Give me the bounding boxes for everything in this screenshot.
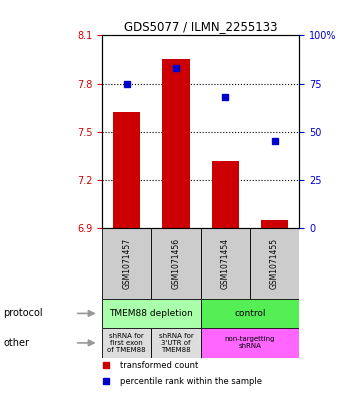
Text: shRNA for
3'UTR of
TMEM88: shRNA for 3'UTR of TMEM88 xyxy=(158,333,193,353)
Bar xyxy=(102,299,201,328)
Text: GSM1071455: GSM1071455 xyxy=(270,238,279,289)
Text: GSM1071457: GSM1071457 xyxy=(122,238,131,289)
Text: TMEM88 depletion: TMEM88 depletion xyxy=(109,309,193,318)
Text: GSM1071456: GSM1071456 xyxy=(171,238,181,289)
Bar xyxy=(261,220,288,228)
Bar xyxy=(212,160,239,228)
Text: other: other xyxy=(3,338,29,348)
Text: transformed count: transformed count xyxy=(120,361,198,370)
Bar xyxy=(201,228,250,299)
Text: shRNA for
first exon
of TMEM88: shRNA for first exon of TMEM88 xyxy=(107,333,146,353)
Text: non-targetting
shRNA: non-targetting shRNA xyxy=(225,336,275,349)
Bar xyxy=(151,328,201,358)
Bar xyxy=(102,228,151,299)
Bar xyxy=(250,228,299,299)
Bar xyxy=(151,228,201,299)
Bar xyxy=(201,328,299,358)
Bar xyxy=(163,59,189,228)
Bar xyxy=(201,299,299,328)
Bar xyxy=(102,328,151,358)
Text: percentile rank within the sample: percentile rank within the sample xyxy=(120,377,262,386)
Bar xyxy=(113,112,140,228)
Title: GDS5077 / ILMN_2255133: GDS5077 / ILMN_2255133 xyxy=(124,20,277,33)
Text: control: control xyxy=(234,309,266,318)
Text: GSM1071454: GSM1071454 xyxy=(221,238,230,289)
Text: protocol: protocol xyxy=(3,309,43,318)
